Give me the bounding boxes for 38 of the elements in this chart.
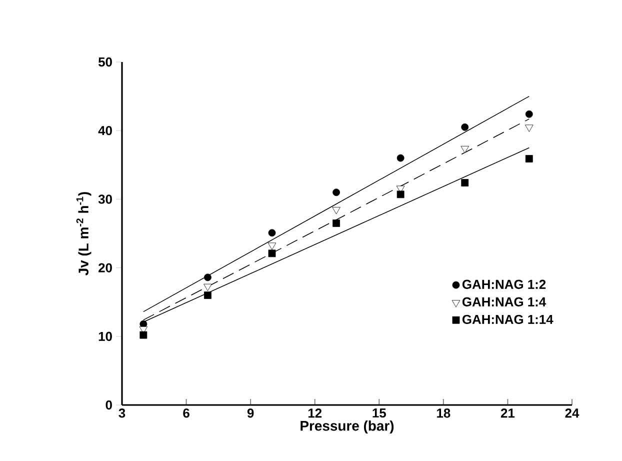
x-tick-label: 6	[183, 408, 190, 418]
x-tick-label: 21	[500, 408, 515, 418]
point	[204, 292, 212, 299]
point	[461, 179, 469, 186]
y-tick-label: 50	[98, 57, 112, 67]
point	[461, 123, 469, 131]
x-axis-title: Pressure (bar)	[300, 420, 394, 434]
point	[204, 274, 212, 282]
x-tick-label: 15	[372, 408, 386, 418]
point	[268, 229, 276, 237]
y-tick-label: 30	[98, 194, 112, 204]
point	[204, 284, 212, 292]
point	[396, 154, 404, 162]
point	[525, 110, 533, 118]
y-tick-label: 0	[106, 400, 112, 410]
y-tick-label: 20	[98, 263, 112, 272]
point	[140, 320, 148, 328]
legend-label: GAH:NAG 1:4	[462, 297, 546, 306]
y-tick-label: 10	[98, 332, 112, 341]
legend-label: GAH:NAG 1:14	[462, 314, 554, 324]
y-axis-title: Jv (L m$^{-2}$ h$^{-1}$)	[76, 192, 92, 276]
x-tick-label: 24	[565, 408, 580, 418]
point	[332, 207, 340, 214]
point	[525, 124, 534, 132]
x-tick-label: 3	[118, 408, 126, 418]
x-tick-label: 9	[247, 408, 254, 418]
y-tick-label: 40	[98, 126, 112, 136]
point	[268, 242, 276, 250]
point	[268, 250, 276, 258]
point	[140, 331, 148, 339]
point	[396, 190, 404, 198]
x-tick-label: 18	[437, 408, 450, 418]
point	[332, 220, 340, 227]
x-tick-label: 12	[308, 408, 322, 418]
point	[460, 146, 469, 154]
point	[525, 155, 533, 162]
point	[332, 188, 340, 196]
legend-label: GAH:NAG 1:2	[462, 280, 546, 289]
